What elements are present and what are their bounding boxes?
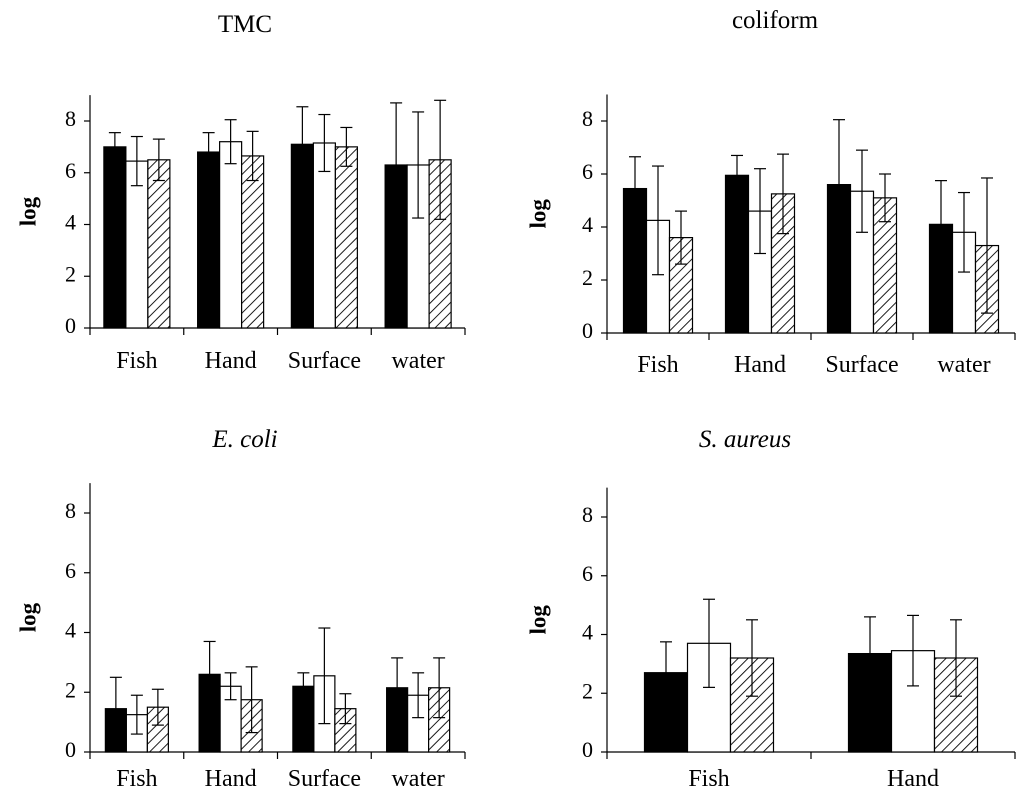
bar-solid [103, 146, 127, 329]
x-category-label: water [391, 766, 444, 792]
x-category-label: Fish [116, 766, 157, 792]
chart-panel-4: S. aureus log 0 2 4 6 8 Fish Hand [525, 426, 1016, 792]
chart-title: E. coli [211, 426, 277, 453]
x-category-label: Surface [288, 348, 361, 374]
x-category-label: Hand [205, 348, 257, 374]
x-category-label: water [937, 352, 990, 378]
y-tick-label: 2 [582, 265, 593, 290]
y-axis-label: log [15, 602, 40, 632]
x-category-label: Fish [637, 352, 678, 378]
y-tick-label: 6 [65, 158, 76, 183]
y-tick-label: 8 [65, 498, 76, 523]
x-category-label: Hand [887, 766, 939, 792]
y-tick-label: 6 [582, 561, 593, 586]
bar-open [890, 650, 936, 753]
x-category-label: water [391, 348, 444, 374]
chart-panel-1: TMC log 0 2 4 6 8 Fish Hand Surface water [15, 11, 466, 374]
x-category-label: Hand [205, 766, 257, 792]
y-tick-label: 0 [582, 318, 593, 343]
bar-hatched [334, 146, 358, 329]
chart-panel-3: E. coli log 0 2 4 6 8 Fish Hand Surface water [15, 426, 466, 792]
chart-panel-2: coliform log 0 2 4 6 8 Fish Hand Surface water [525, 7, 1016, 378]
y-tick-label: 8 [582, 502, 593, 527]
y-tick-label: 2 [65, 677, 76, 702]
bar-solid [724, 174, 750, 334]
x-category-label: Surface [825, 352, 898, 378]
y-axis-label: log [525, 199, 550, 229]
chart-title: TMC [218, 11, 272, 38]
y-tick-label: 2 [65, 261, 76, 286]
y-tick-label: 4 [65, 618, 76, 643]
y-tick-label: 0 [65, 313, 76, 338]
y-tick-label: 4 [65, 210, 76, 235]
x-category-label: Surface [288, 766, 361, 792]
y-tick-label: 0 [582, 737, 593, 762]
bar-hatched [147, 159, 171, 329]
x-category-label: Fish [688, 766, 729, 792]
y-tick-label: 8 [65, 106, 76, 131]
bar-open [219, 141, 243, 329]
y-tick-label: 4 [582, 212, 593, 237]
x-category-label: Fish [116, 348, 157, 374]
bar-solid [197, 151, 221, 329]
y-axis-label: log [15, 196, 40, 226]
bar-hatched [241, 155, 265, 329]
y-tick-label: 6 [582, 159, 593, 184]
y-tick-label: 8 [582, 106, 593, 131]
y-tick-label: 2 [582, 678, 593, 703]
y-tick-label: 6 [65, 558, 76, 583]
y-axis-label: log [525, 605, 550, 635]
chart-title: S. aureus [699, 426, 791, 453]
y-tick-label: 4 [582, 620, 593, 645]
chart-title: coliform [732, 7, 819, 34]
y-tick-label: 0 [65, 737, 76, 762]
x-category-label: Hand [734, 352, 786, 378]
